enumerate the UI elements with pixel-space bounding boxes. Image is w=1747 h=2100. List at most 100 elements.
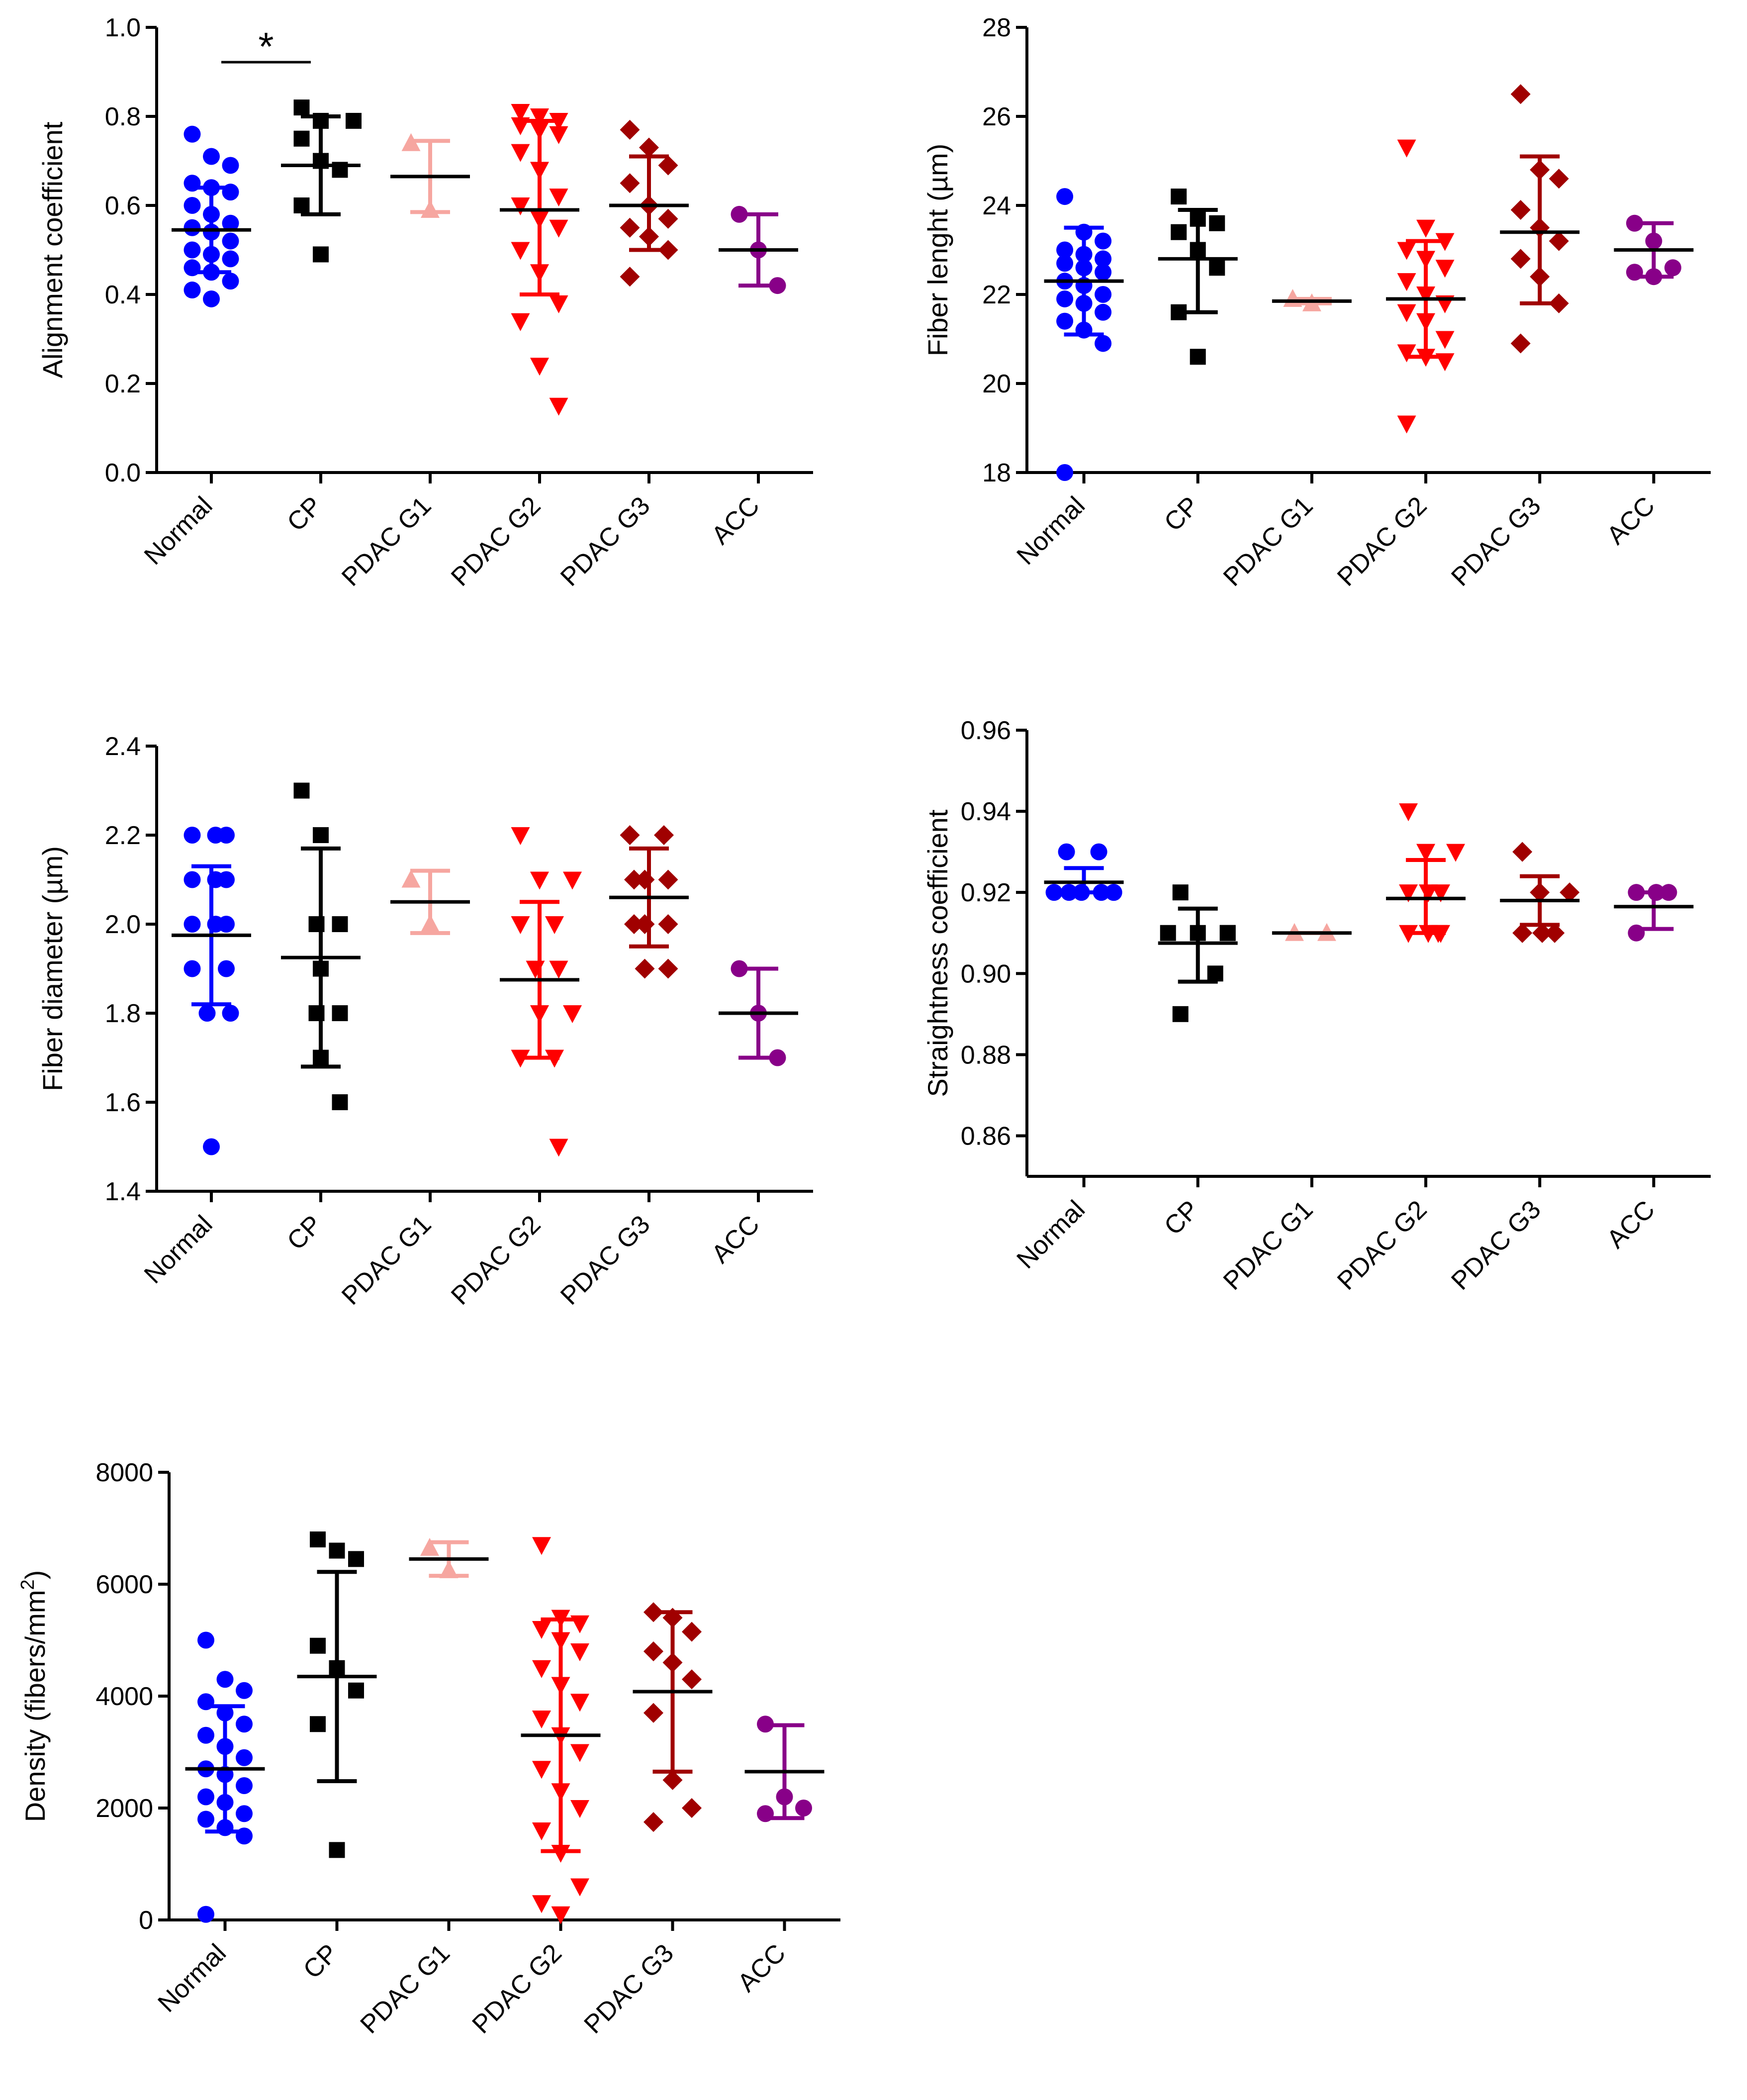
- data-point: [639, 137, 659, 158]
- y-axis-title-superscript: 2: [17, 1579, 38, 1590]
- data-point: [310, 1637, 326, 1654]
- data-point: [1532, 923, 1553, 943]
- data-point: [570, 1800, 589, 1818]
- data-point: [203, 148, 220, 165]
- data-point: [532, 1822, 551, 1840]
- data-point: [207, 827, 224, 844]
- x-tick-label: CP: [298, 1938, 344, 1984]
- data-point: [511, 242, 530, 260]
- data-point: [1560, 882, 1580, 903]
- data-point: [530, 108, 549, 126]
- x-tick-label: PDAC G1: [1218, 1195, 1318, 1295]
- data-point: [624, 914, 644, 934]
- y-tick-label: 1.4: [105, 1177, 141, 1206]
- data-point: [1056, 290, 1074, 307]
- data-point: [532, 1660, 551, 1678]
- data-point: [1545, 923, 1565, 943]
- x-tick-label: PDAC G3: [1446, 1195, 1546, 1295]
- data-point: [222, 1005, 239, 1022]
- data-point: [1399, 884, 1418, 903]
- data-point: [682, 1798, 702, 1818]
- x-tick-label: CP: [1159, 491, 1204, 537]
- y-axis-title: Alignment coefficient: [37, 121, 68, 378]
- data-point: [549, 397, 568, 416]
- data-point: [511, 827, 530, 845]
- data-point: [570, 1744, 589, 1762]
- group-pdac-g1: PDAC G1: [1218, 288, 1352, 592]
- y-axis-title: Fiber diameter (µm): [37, 846, 68, 1091]
- data-point: [329, 1542, 345, 1559]
- data-point: [644, 1812, 663, 1832]
- x-tick-label: Normal: [1011, 1195, 1091, 1274]
- data-point: [549, 960, 568, 979]
- data-point: [658, 208, 678, 229]
- group-pdac-g3: PDAC G3: [555, 119, 689, 592]
- y-tick-label: 8000: [95, 1458, 153, 1487]
- data-point: [511, 916, 530, 934]
- data-point: [1397, 344, 1416, 363]
- data-point: [313, 827, 329, 843]
- data-point: [184, 871, 201, 888]
- data-point: [1056, 241, 1074, 259]
- data-point: [1171, 224, 1187, 240]
- data-point: [1056, 255, 1074, 272]
- data-point: [1664, 259, 1681, 277]
- y-axis-title-text: Straightness coefficient: [922, 809, 953, 1097]
- data-point: [1209, 215, 1225, 231]
- data-point: [1056, 312, 1074, 330]
- y-tick-label: 0.96: [961, 716, 1011, 745]
- data-point: [1172, 1006, 1189, 1022]
- data-point: [658, 914, 678, 934]
- y-tick-label: 22: [982, 281, 1011, 309]
- x-tick-label: ACC: [706, 1210, 765, 1269]
- data-point: [332, 1094, 348, 1110]
- data-point: [1435, 260, 1455, 278]
- group-pdac-g2: PDAC G2: [1332, 803, 1466, 1296]
- data-point: [1446, 844, 1466, 862]
- data-point: [570, 1694, 589, 1712]
- data-point: [1397, 242, 1416, 260]
- y-tick-label: 4000: [95, 1682, 153, 1711]
- y-tick-label: 28: [982, 13, 1011, 42]
- y-tick-label: 6000: [95, 1570, 153, 1599]
- data-point: [624, 869, 644, 890]
- group-pdac-g1: PDAC G1: [355, 1537, 489, 2039]
- data-point: [420, 1537, 439, 1556]
- y-tick-label: 18: [982, 459, 1011, 487]
- data-point: [1549, 231, 1569, 251]
- group-acc: ACC: [1601, 214, 1694, 550]
- data-point: [1090, 843, 1107, 860]
- data-point: [570, 1643, 589, 1661]
- data-point: [1416, 219, 1436, 238]
- y-tick-label: 1.0: [105, 13, 141, 42]
- data-point: [332, 916, 348, 932]
- y-axis-title: Fiber lenght (µm): [922, 144, 953, 357]
- data-point: [216, 1671, 234, 1688]
- data-point: [184, 282, 201, 299]
- data-point: [236, 1805, 253, 1822]
- data-point: [222, 214, 239, 232]
- data-point: [222, 273, 239, 290]
- data-point: [222, 232, 239, 250]
- data-point: [511, 144, 530, 162]
- x-tick-label: Normal: [1011, 491, 1091, 571]
- data-point: [222, 157, 239, 174]
- y-tick-label: 26: [982, 102, 1011, 131]
- data-point: [549, 295, 568, 313]
- data-point: [236, 1682, 253, 1699]
- data-point: [293, 782, 310, 799]
- data-point: [1095, 232, 1112, 250]
- data-point: [346, 112, 362, 129]
- data-point: [1095, 335, 1112, 352]
- y-tick-label: 0.8: [105, 102, 141, 131]
- data-point: [682, 1669, 702, 1690]
- data-point: [1397, 139, 1416, 158]
- data-point: [511, 313, 530, 331]
- data-point: [1045, 884, 1063, 901]
- data-point: [620, 825, 640, 845]
- data-point: [654, 825, 674, 845]
- data-point: [545, 916, 564, 934]
- data-point: [635, 958, 655, 979]
- data-point: [511, 104, 530, 122]
